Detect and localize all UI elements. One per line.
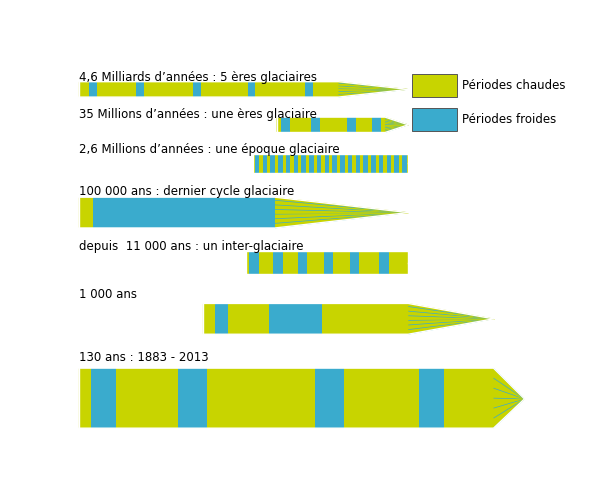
Polygon shape — [419, 368, 444, 428]
Polygon shape — [332, 154, 337, 172]
Polygon shape — [203, 304, 493, 334]
Polygon shape — [350, 251, 359, 274]
Polygon shape — [371, 154, 376, 172]
Polygon shape — [178, 368, 208, 428]
Polygon shape — [394, 154, 399, 172]
Polygon shape — [79, 197, 408, 228]
Polygon shape — [317, 154, 322, 172]
Text: 35 Millions d’années : une ères glaciaire: 35 Millions d’années : une ères glaciair… — [79, 108, 317, 121]
Polygon shape — [340, 154, 344, 172]
Text: 130 ans : 1883 - 2013: 130 ans : 1883 - 2013 — [79, 351, 209, 364]
Polygon shape — [412, 108, 457, 131]
Polygon shape — [386, 154, 391, 172]
Polygon shape — [286, 154, 290, 172]
Text: depuis  11 000 ans : un inter-glaciaire: depuis 11 000 ans : un inter-glaciaire — [79, 240, 304, 254]
Polygon shape — [348, 154, 352, 172]
Polygon shape — [379, 154, 383, 172]
Polygon shape — [248, 82, 256, 97]
Polygon shape — [271, 154, 275, 172]
Polygon shape — [79, 368, 524, 428]
Text: 4,6 Milliards d’années : 5 ères glaciaires: 4,6 Milliards d’années : 5 ères glaciair… — [79, 71, 317, 84]
Polygon shape — [402, 154, 407, 172]
Polygon shape — [91, 368, 116, 428]
Polygon shape — [136, 82, 144, 97]
Polygon shape — [412, 74, 457, 97]
Text: 2,6 Millions d’années : une époque glaciaire: 2,6 Millions d’années : une époque glaci… — [79, 143, 340, 156]
Polygon shape — [89, 82, 97, 97]
Polygon shape — [277, 117, 408, 132]
Polygon shape — [325, 154, 329, 172]
Polygon shape — [269, 304, 322, 334]
Polygon shape — [281, 117, 290, 132]
Polygon shape — [323, 251, 334, 274]
Text: Périodes chaudes: Périodes chaudes — [463, 79, 566, 92]
Polygon shape — [253, 154, 408, 172]
Text: Périodes froides: Périodes froides — [463, 113, 557, 126]
Polygon shape — [293, 154, 298, 172]
Polygon shape — [249, 251, 259, 274]
Polygon shape — [315, 368, 344, 428]
Polygon shape — [273, 251, 283, 274]
Polygon shape — [372, 117, 380, 132]
Polygon shape — [79, 82, 408, 97]
Polygon shape — [255, 154, 259, 172]
Polygon shape — [305, 82, 313, 97]
Polygon shape — [309, 154, 314, 172]
Polygon shape — [215, 304, 227, 334]
Polygon shape — [92, 197, 275, 228]
Polygon shape — [245, 251, 408, 274]
Polygon shape — [347, 117, 356, 132]
Polygon shape — [356, 154, 360, 172]
Text: 1 000 ans: 1 000 ans — [79, 288, 137, 301]
Polygon shape — [278, 154, 283, 172]
Text: 100 000 ans : dernier cycle glaciaire: 100 000 ans : dernier cycle glaciaire — [79, 185, 294, 198]
Polygon shape — [311, 117, 320, 132]
Polygon shape — [193, 82, 201, 97]
Polygon shape — [301, 154, 306, 172]
Polygon shape — [379, 251, 389, 274]
Polygon shape — [263, 154, 267, 172]
Polygon shape — [364, 154, 368, 172]
Polygon shape — [298, 251, 307, 274]
